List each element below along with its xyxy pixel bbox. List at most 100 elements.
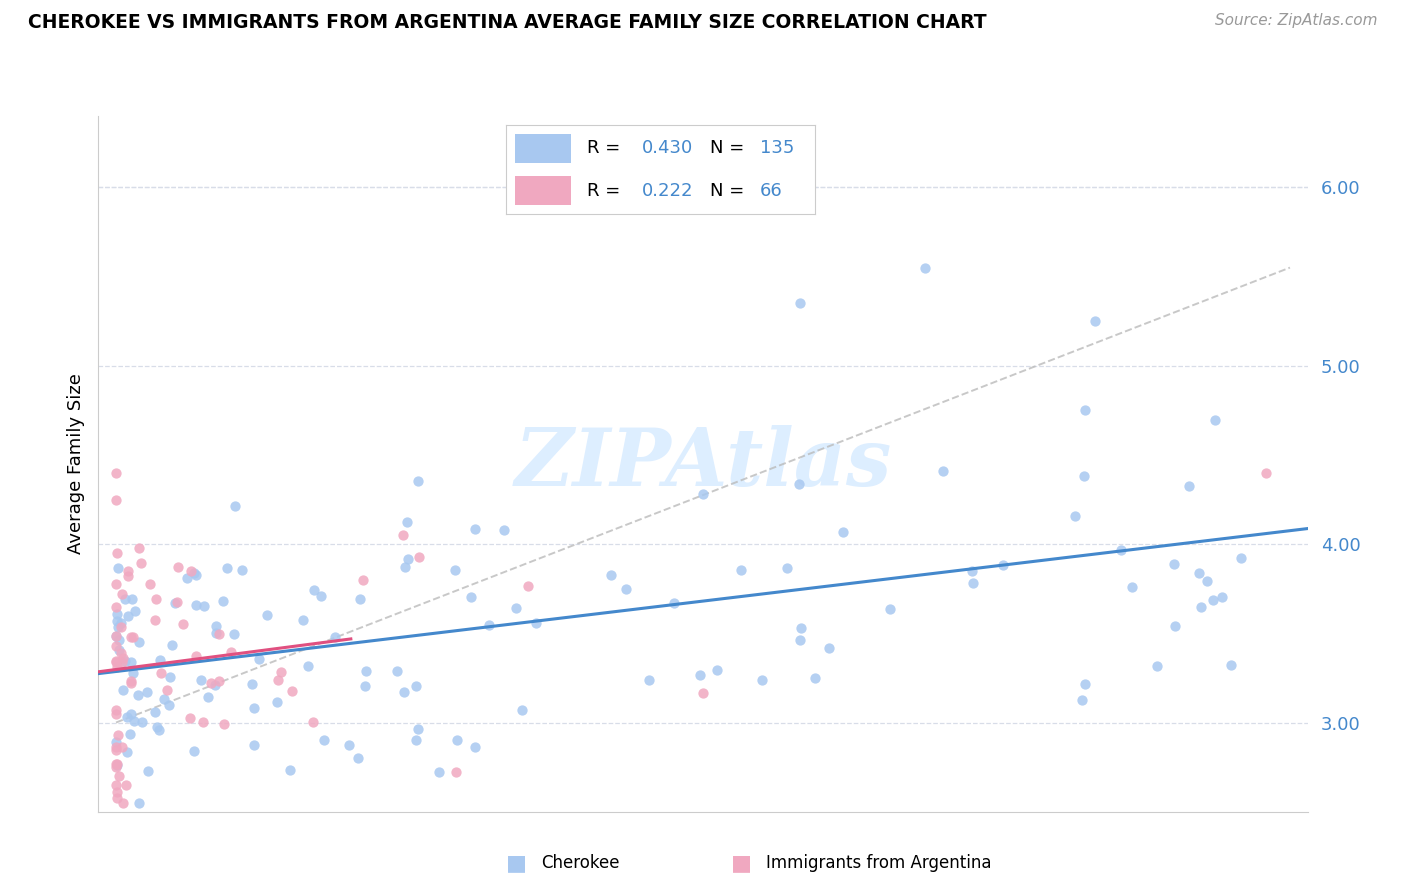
Text: ■: ■ [506,854,527,873]
Point [1189,600,1212,615]
Point [1163,557,1185,571]
Point [105,607,128,621]
Point [139,577,162,591]
Point [105,778,128,792]
Point [1070,692,1092,706]
Text: 135: 135 [759,139,794,157]
Point [156,682,179,697]
Point [105,785,128,799]
Point [124,714,146,728]
Point [478,617,501,632]
Point [302,714,325,729]
Point [775,561,797,575]
Point [347,750,370,764]
Point [914,260,936,275]
Point [136,685,159,699]
Point [114,592,136,607]
Point [120,656,142,670]
Point [167,559,190,574]
Text: ZIPAtlas: ZIPAtlas [515,425,891,502]
Point [396,551,419,566]
Point [121,630,143,644]
Point [354,679,377,693]
Point [107,769,129,783]
Point [212,716,235,731]
Point [105,757,128,772]
Point [105,654,128,668]
Point [240,677,263,691]
Point [136,764,159,778]
Point [818,640,841,655]
Point [243,738,266,752]
Point [1229,550,1251,565]
Point [1178,479,1201,493]
Point [1074,403,1097,417]
Point [392,685,415,699]
Point [120,706,142,721]
Point [105,614,128,628]
Point [128,635,150,649]
Text: N =: N = [710,139,751,157]
Point [789,296,811,310]
Point [1220,658,1243,673]
Point [349,592,371,607]
Point [1188,566,1211,581]
Point [219,645,242,659]
Point [406,475,429,489]
Point [1146,659,1168,673]
Point [751,673,773,687]
Point [510,703,533,717]
Point [689,668,711,682]
Point [179,711,201,725]
Point [242,700,264,714]
Point [804,671,827,685]
Point [337,738,360,752]
Point [492,523,515,537]
Point [117,569,139,583]
Point [148,723,170,737]
Point [270,665,292,679]
Point [183,744,205,758]
Point [183,566,205,580]
Point [962,575,984,590]
Point [616,582,638,597]
Point [163,596,186,610]
Bar [516,176,571,205]
Point [176,570,198,584]
Point [231,563,253,577]
Point [790,621,813,635]
Point [117,564,139,578]
Point [1195,574,1218,588]
Point [105,639,128,653]
Point [146,720,169,734]
Point [110,655,132,669]
Point [1073,469,1095,483]
Point [993,558,1015,572]
Point [129,557,152,571]
Point [396,515,419,529]
Bar [516,134,571,163]
Point [524,616,547,631]
Point [311,589,333,603]
Point [121,592,143,607]
Point [281,684,304,698]
Point [112,682,135,697]
Point [314,733,336,747]
Point [204,626,226,640]
Text: 66: 66 [759,182,783,200]
Point [105,659,128,673]
Text: Cherokee: Cherokee [541,855,620,872]
Point [172,617,194,632]
Point [120,675,142,690]
Point [105,466,128,480]
Point [107,619,129,633]
Point [600,568,623,582]
Point [517,579,540,593]
Point [115,710,138,724]
Point [405,679,427,693]
Point [208,673,231,688]
Point [730,563,752,577]
Point [105,735,128,749]
Point [297,658,319,673]
Point [145,613,167,627]
